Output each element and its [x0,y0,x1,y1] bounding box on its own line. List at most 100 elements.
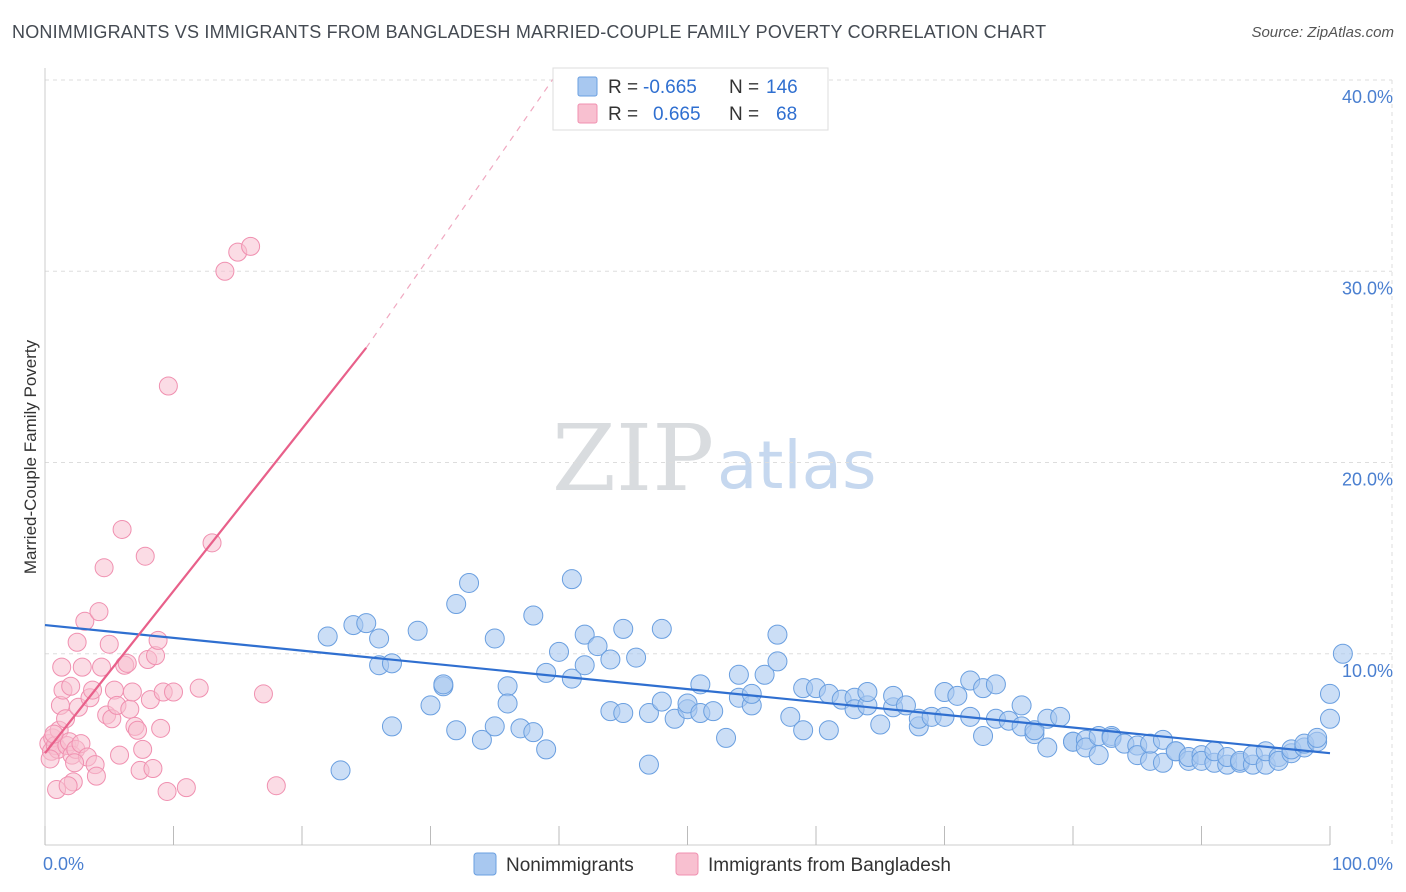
stats-legend-box [552,67,829,131]
nonimmigrants-point [330,760,351,781]
nonimmigrants-point [1024,720,1045,741]
immigrants-point [94,558,114,578]
immigrants-point [176,778,196,798]
nonimmigrants-point [433,674,454,695]
legend-pink-r-value: 0.665 [653,104,701,125]
nonimmigrants-point [484,628,505,649]
nonimmigrants-point [626,647,647,668]
immigrants-point [215,261,235,281]
watermark: ZIP atlas [552,405,877,512]
nonimmigrants-point [1152,752,1173,773]
immigrants-point [110,745,130,765]
immigrants-point [158,376,178,396]
nonimmigrants-point [728,664,749,685]
nonimmigrants-point [934,706,955,727]
immigrants-point [40,749,60,769]
immigrants-point [72,657,92,677]
trend-lines [44,70,1331,755]
legend-blue-n-label: N = [729,77,759,98]
immigrants-point [58,776,78,796]
legend-blue-r-label: R = [608,77,638,98]
nonimmigrants-point [613,618,634,639]
nonimmigrants-point [497,676,518,697]
series-legend-swatch-bangladesh [675,852,699,876]
immigrants-point [67,632,87,652]
immigrants-trend-line [44,347,368,754]
legend-pink-n-value: 68 [776,104,797,125]
nonimmigrants-point [459,572,480,593]
watermark-zip: ZIP [552,405,714,512]
immigrants-point [89,602,109,622]
nonimmigrants-point [651,618,672,639]
immigrants-series-points [39,236,286,801]
immigrants-point [241,236,261,256]
nonimmigrants-point [638,703,659,724]
nonimmigrants-point [536,739,557,760]
series-legend: Nonimmigrants Immigrants from Bangladesh [473,852,951,876]
immigrants-point [117,653,137,673]
immigrants-point [52,657,72,677]
axes [44,68,1331,846]
series-legend-swatch-nonimmigrants [473,852,497,876]
immigrants-point [120,699,140,719]
immigrants-point [148,630,168,650]
nonimmigrants-point [703,701,724,722]
legend-pink-n-label: N = [729,104,759,125]
nonimmigrants-point [446,720,467,741]
y-tick-label: 30.0% [1342,278,1393,298]
immigrants-point [253,684,273,704]
immigrants-point [143,759,163,778]
immigrants-point [65,753,85,773]
immigrants-point [75,611,95,631]
nonimmigrants-point [780,706,801,727]
legend-pink-r-label: R = [608,104,638,125]
nonimmigrants-point [369,628,390,649]
legend-swatch-pink [577,103,598,124]
nonimmigrants-point [446,594,467,615]
nonimmigrants-point [613,703,634,724]
nonimmigrants-point [549,641,569,662]
x-tick-label: 100.0% [1332,854,1393,874]
chart-source: Source: ZipAtlas.com [1251,24,1394,41]
nonimmigrants-point [536,662,557,683]
nonimmigrants-point [638,754,659,775]
nonimmigrants-point [767,624,788,645]
nonimmigrants-trend-line [44,623,1331,755]
nonimmigrants-point [523,722,544,743]
nonimmigrants-point [574,655,595,676]
nonimmigrants-point [471,729,492,750]
legend-swatch-blue [577,76,598,97]
nonimmigrants-point [1307,727,1328,748]
nonimmigrants-point [381,653,402,674]
nonimmigrants-point [561,569,582,590]
nonimmigrants-point [420,695,441,716]
nonimmigrants-series-points [317,569,1353,781]
nonimmigrants-point [818,720,839,741]
y-axis-label: Married-Couple Family Poverty [21,339,40,574]
immigrants-point [86,766,106,786]
immigrants-point [92,657,112,677]
y-tick-label: 20.0% [1342,470,1393,490]
nonimmigrants-point [484,716,505,737]
nonimmigrants-point [857,682,878,702]
nonimmigrants-point [973,725,994,746]
immigrants-point [164,682,183,702]
immigrants-point [61,676,81,696]
nonimmigrants-point [317,626,338,647]
nonimmigrants-point [1332,643,1353,664]
nonimmigrants-point [767,651,788,672]
nonimmigrants-point [985,674,1006,695]
immigrants-point [122,682,142,702]
y-tick-label: 10.0% [1342,661,1393,681]
watermark-atlas: atlas [717,427,877,504]
chart-title: NONIMMIGRANTS VS IMMIGRANTS FROM BANGLAD… [12,22,1047,42]
nonimmigrants-point [600,649,621,670]
immigrants-point [135,546,155,566]
grid-lines [45,79,1393,845]
immigrants-point [112,519,132,539]
immigrants-point [266,776,286,796]
immigrants-point [83,680,103,700]
nonimmigrants-point [587,636,608,657]
nonimmigrants-point [356,613,377,634]
y-tick-label: 40.0% [1342,87,1393,107]
